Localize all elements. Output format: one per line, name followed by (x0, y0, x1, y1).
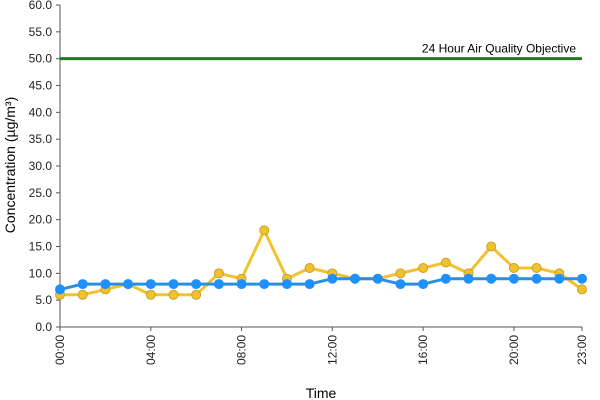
series-2-point (508, 273, 519, 284)
series-1-point (418, 262, 429, 273)
series-1-point (577, 284, 587, 295)
x-tick-label: 20:00 (507, 335, 521, 365)
series-1-point (486, 241, 497, 252)
y-tick-label: 35.0 (29, 132, 53, 146)
series-2-point (577, 273, 587, 284)
x-tick-label: 12:00 (325, 335, 339, 365)
x-axis-title: Time (306, 385, 337, 400)
series-1-point (191, 289, 202, 300)
series-2-point (531, 273, 542, 284)
y-tick-label: 15.0 (29, 240, 53, 254)
series-2-point (100, 279, 111, 290)
series-2-point (145, 279, 156, 290)
y-tick-label: 5.0 (35, 293, 52, 307)
series-2-point (554, 273, 565, 284)
series-1-point (213, 268, 224, 279)
y-tick-label: 45.0 (29, 79, 53, 93)
series-2-point (440, 273, 451, 284)
y-tick-label: 30.0 (29, 159, 53, 173)
series-2-point (77, 279, 88, 290)
y-tick-label: 55.0 (29, 25, 53, 39)
series-2-point (259, 279, 270, 290)
y-tick-label: 25.0 (29, 186, 53, 200)
series-2-point (372, 273, 383, 284)
y-tick-label: 40.0 (29, 105, 53, 119)
series-1 (55, 225, 587, 300)
y-tick-label: 60.0 (29, 0, 53, 12)
series-2-point (486, 273, 497, 284)
y-tick-label: 20.0 (29, 213, 53, 227)
series-2-point (123, 279, 134, 290)
y-tick-label: 50.0 (29, 52, 53, 66)
series-2-point (350, 273, 361, 284)
x-tick-label: 08:00 (235, 335, 249, 365)
series-2-point (418, 279, 429, 290)
series-2-point (463, 273, 474, 284)
series-2-point (304, 279, 315, 290)
series-1-point (304, 262, 315, 273)
series-1-point (259, 225, 270, 236)
series-2-point (327, 273, 338, 284)
series-2-point (168, 279, 179, 290)
x-tick-label: 04:00 (144, 335, 158, 365)
reference-line-label: 24 Hour Air Quality Objective (422, 42, 576, 56)
series-1-point (440, 257, 451, 268)
y-tick-label: 0.0 (35, 320, 52, 334)
y-axis-title: Concentration (µg/m³) (2, 97, 18, 233)
series-1-point (508, 262, 519, 273)
series-2-point (191, 279, 202, 290)
series-2 (55, 273, 587, 295)
series-2-point (213, 279, 224, 290)
series-1-point (77, 289, 88, 300)
series-2-point (281, 279, 292, 290)
series-group (55, 225, 587, 300)
y-tick-label: 10.0 (29, 266, 53, 280)
series-1-point (395, 268, 406, 279)
series-1-point (168, 289, 179, 300)
series-2-point (395, 279, 406, 290)
reference-line-group: 24 Hour Air Quality Objective (60, 42, 582, 61)
x-tick-label: 23:00 (575, 335, 589, 365)
y-axis: 0.0 5.0 10.0 15.0 20.0 25.0 30.0 35.0 40.0 45.0 50… (29, 0, 61, 334)
x-axis: 00:00 04:00 08:00 12:00 16:00 20:00 23:00 (53, 326, 589, 365)
x-tick-label: 16:00 (416, 335, 430, 365)
series-1-point (531, 262, 542, 273)
series-2-point (55, 284, 65, 295)
series-1-point (145, 289, 156, 300)
series-2-point (236, 279, 247, 290)
x-tick-label: 00:00 (53, 335, 67, 365)
